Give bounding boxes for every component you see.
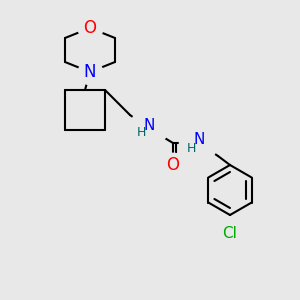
Text: N: N [143, 118, 155, 133]
Text: Cl: Cl [223, 226, 237, 241]
Text: O: O [167, 156, 179, 174]
Text: O: O [83, 19, 97, 37]
Text: H: H [136, 127, 146, 140]
Text: H: H [186, 142, 196, 154]
Text: N: N [84, 63, 96, 81]
Text: N: N [193, 133, 205, 148]
